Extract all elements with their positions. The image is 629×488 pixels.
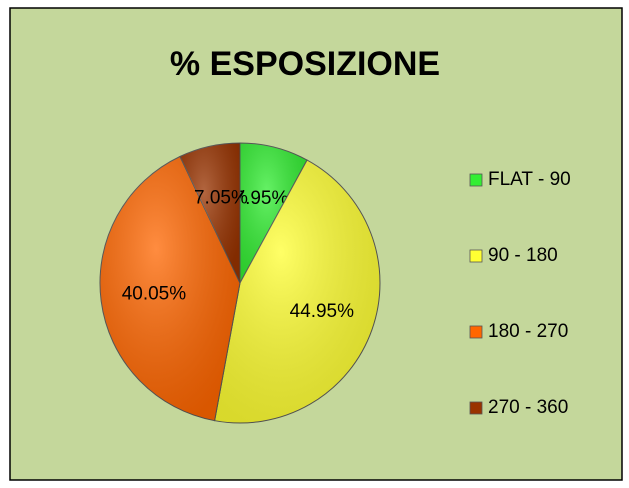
slice-shade — [214, 160, 381, 424]
data-label: 7.05% — [194, 187, 248, 208]
data-label: 7.95% — [235, 188, 289, 209]
slice-shade — [99, 156, 240, 421]
legend-swatch — [469, 249, 483, 263]
slice-shade — [240, 143, 308, 283]
data-label: 40.05% — [122, 283, 187, 304]
legend-swatch — [469, 173, 483, 187]
data-label: 44.95% — [290, 301, 355, 322]
legend: FLAT - 90 90 - 180 180 - 270 270 - 360 — [469, 169, 571, 418]
slice-shade — [179, 143, 240, 283]
legend-label: 270 - 360 — [488, 397, 568, 418]
legend-label: 90 - 180 — [488, 245, 558, 266]
pie: 7.95% 44.95% 40.05% 7.05% — [99, 142, 381, 424]
chart-title: % ESPOSIZIONE — [170, 45, 440, 83]
legend-label: 180 - 270 — [488, 321, 568, 342]
legend-swatch — [469, 325, 483, 339]
legend-swatch — [469, 401, 483, 415]
legend-label: FLAT - 90 — [488, 169, 571, 190]
